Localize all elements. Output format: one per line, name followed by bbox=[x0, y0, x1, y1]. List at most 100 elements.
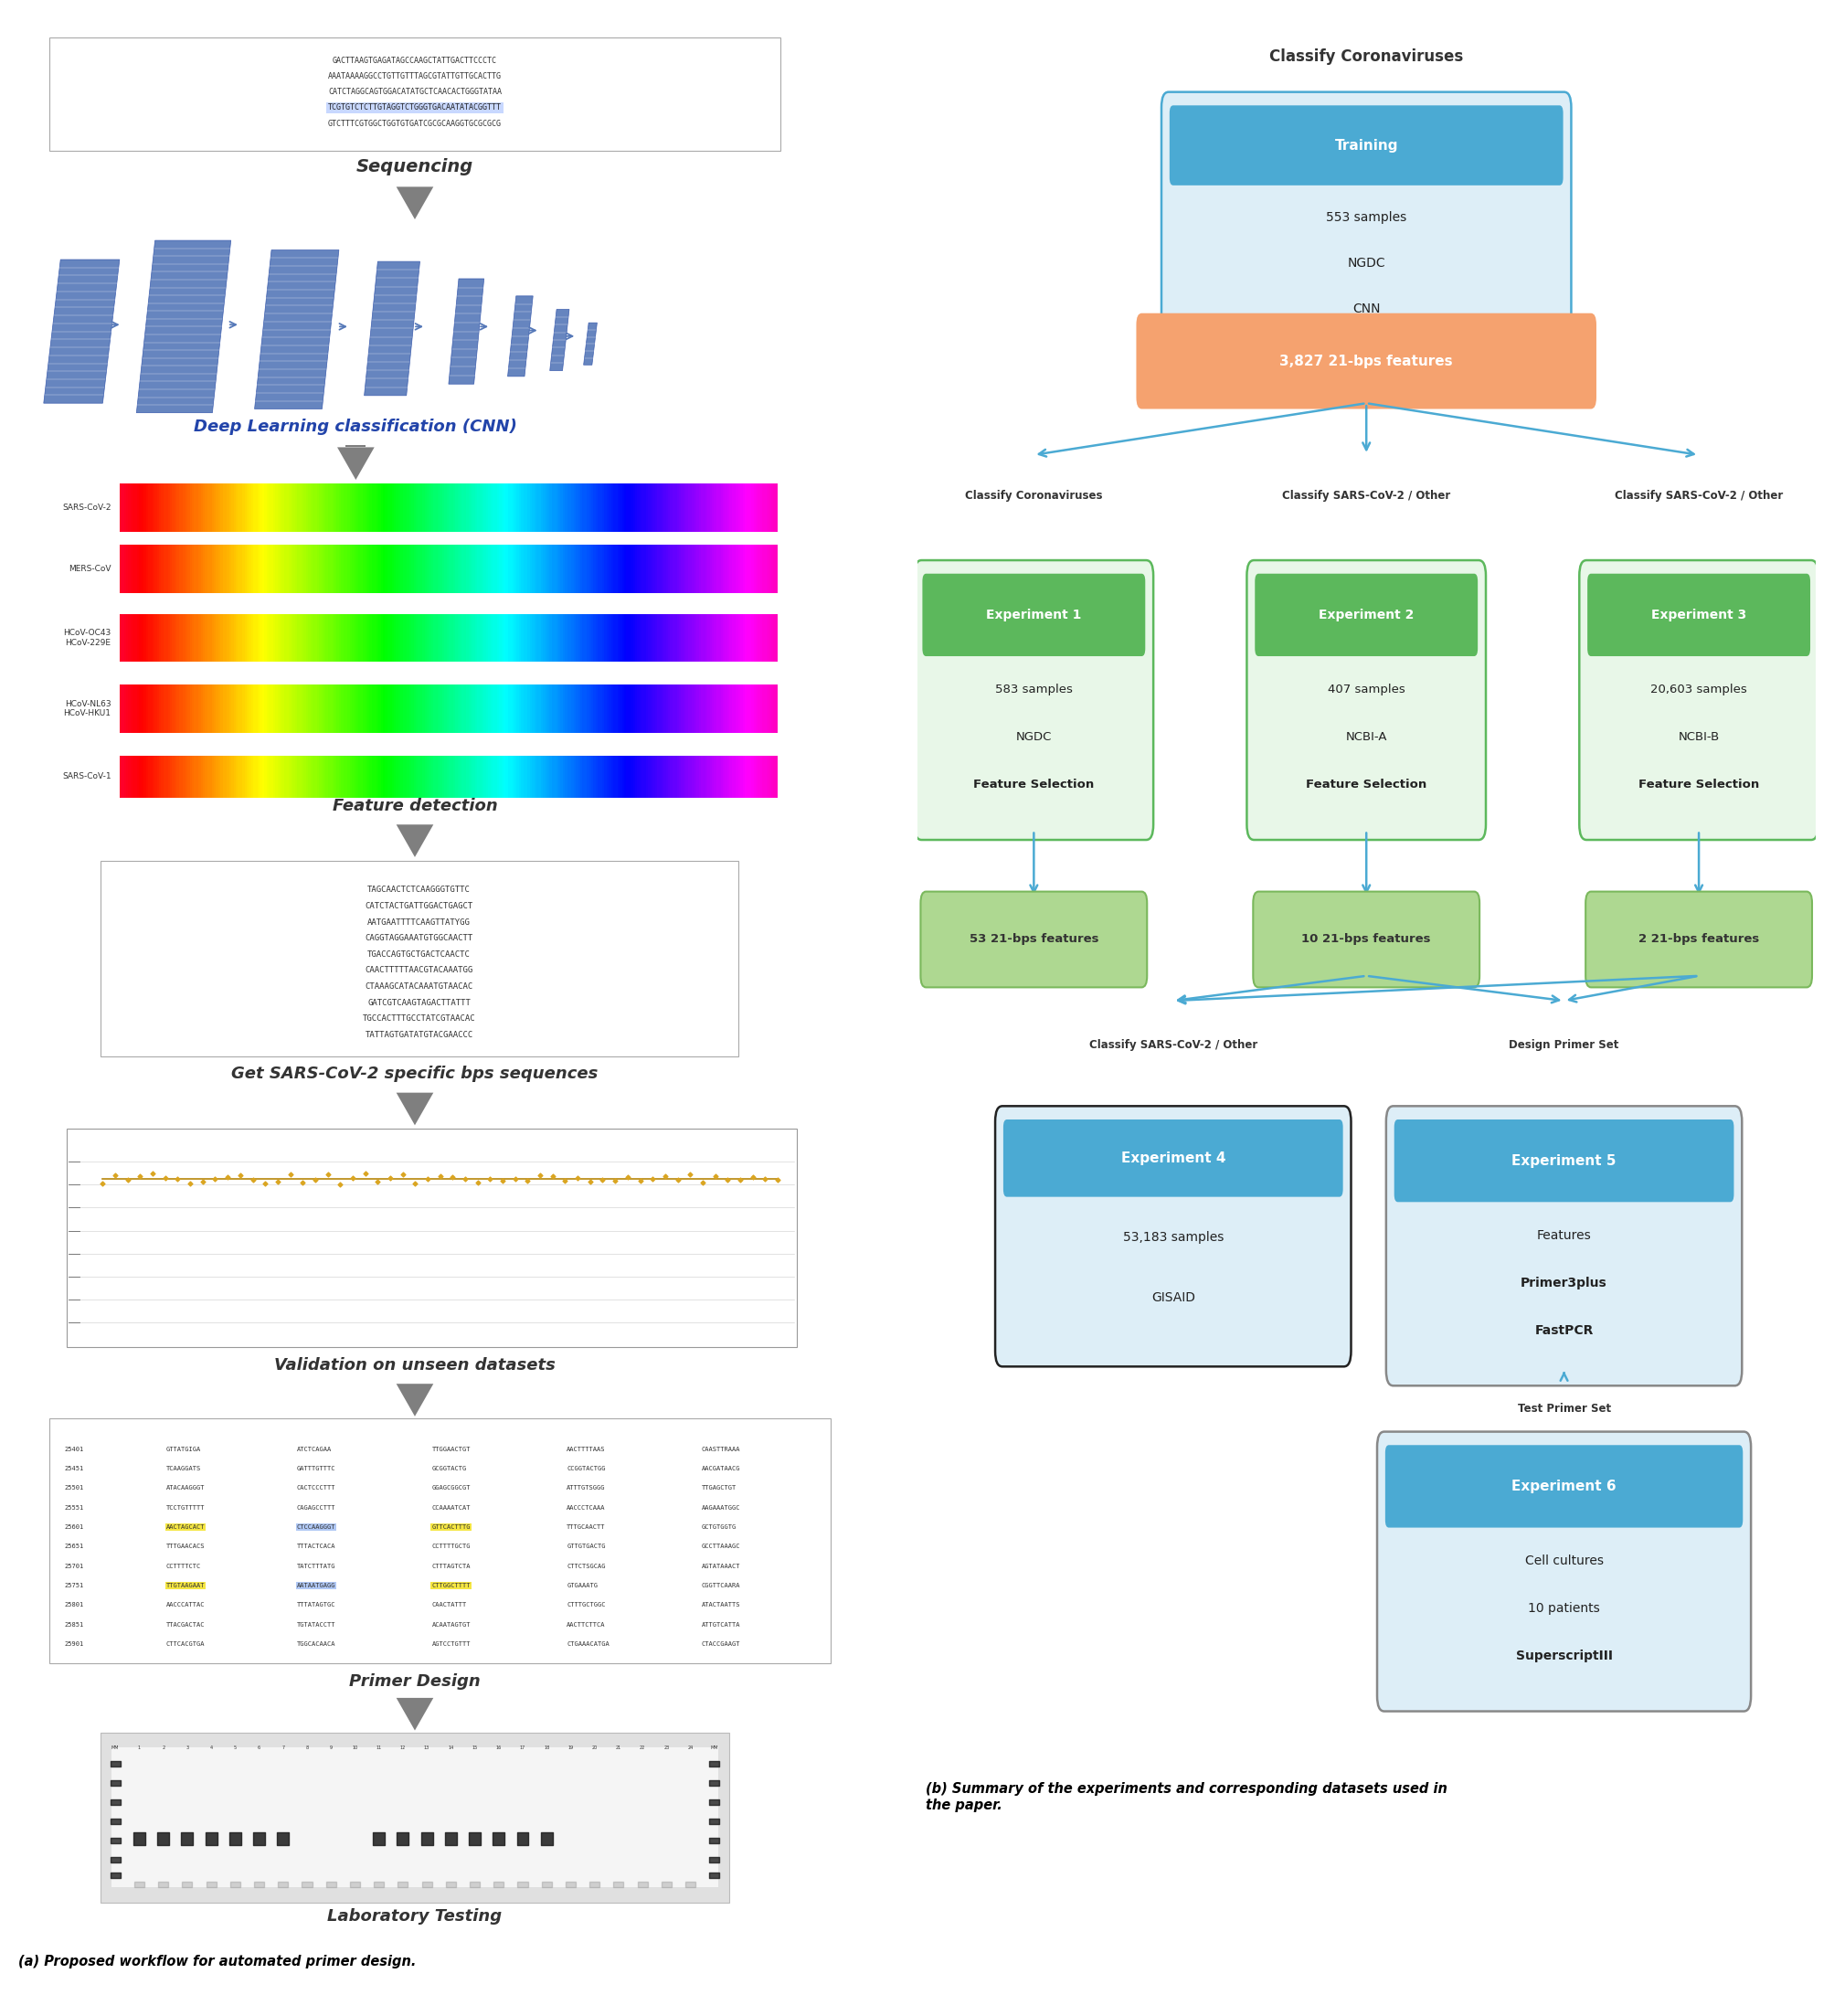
FancyBboxPatch shape bbox=[745, 484, 746, 532]
FancyBboxPatch shape bbox=[523, 685, 525, 732]
FancyBboxPatch shape bbox=[402, 484, 405, 532]
FancyBboxPatch shape bbox=[508, 685, 510, 732]
FancyBboxPatch shape bbox=[475, 685, 477, 732]
FancyBboxPatch shape bbox=[503, 685, 506, 732]
FancyBboxPatch shape bbox=[602, 685, 605, 732]
FancyBboxPatch shape bbox=[735, 544, 737, 593]
FancyBboxPatch shape bbox=[270, 685, 271, 732]
FancyBboxPatch shape bbox=[205, 756, 207, 798]
Text: CCAAAATCAT: CCAAAATCAT bbox=[431, 1504, 471, 1510]
FancyBboxPatch shape bbox=[519, 685, 521, 732]
FancyBboxPatch shape bbox=[330, 484, 332, 532]
FancyBboxPatch shape bbox=[460, 484, 462, 532]
FancyBboxPatch shape bbox=[204, 484, 205, 532]
FancyBboxPatch shape bbox=[297, 484, 299, 532]
FancyBboxPatch shape bbox=[174, 544, 176, 593]
Text: GTTCACTTTG: GTTCACTTTG bbox=[431, 1524, 471, 1530]
FancyBboxPatch shape bbox=[558, 685, 561, 732]
FancyBboxPatch shape bbox=[171, 756, 172, 798]
FancyBboxPatch shape bbox=[282, 613, 284, 661]
FancyBboxPatch shape bbox=[552, 613, 554, 661]
FancyBboxPatch shape bbox=[326, 613, 328, 661]
FancyBboxPatch shape bbox=[310, 685, 312, 732]
FancyBboxPatch shape bbox=[635, 685, 636, 732]
FancyBboxPatch shape bbox=[552, 685, 554, 732]
FancyBboxPatch shape bbox=[136, 484, 138, 532]
Text: 19: 19 bbox=[569, 1746, 574, 1750]
FancyBboxPatch shape bbox=[642, 685, 644, 732]
FancyBboxPatch shape bbox=[429, 685, 431, 732]
FancyBboxPatch shape bbox=[477, 613, 479, 661]
FancyBboxPatch shape bbox=[631, 756, 633, 798]
Text: 1: 1 bbox=[138, 1746, 141, 1750]
FancyBboxPatch shape bbox=[433, 685, 435, 732]
Polygon shape bbox=[396, 1697, 433, 1730]
Text: GGAGCGGCGT: GGAGCGGCGT bbox=[431, 1486, 471, 1490]
FancyBboxPatch shape bbox=[411, 685, 413, 732]
FancyBboxPatch shape bbox=[539, 756, 541, 798]
FancyBboxPatch shape bbox=[381, 484, 383, 532]
FancyBboxPatch shape bbox=[501, 756, 504, 798]
FancyBboxPatch shape bbox=[477, 756, 479, 798]
FancyBboxPatch shape bbox=[653, 544, 655, 593]
FancyBboxPatch shape bbox=[429, 613, 431, 661]
FancyBboxPatch shape bbox=[264, 613, 266, 661]
FancyBboxPatch shape bbox=[710, 544, 712, 593]
FancyBboxPatch shape bbox=[209, 484, 211, 532]
FancyBboxPatch shape bbox=[376, 613, 378, 661]
FancyBboxPatch shape bbox=[719, 756, 721, 798]
FancyBboxPatch shape bbox=[198, 544, 200, 593]
FancyBboxPatch shape bbox=[702, 685, 706, 732]
FancyBboxPatch shape bbox=[613, 613, 614, 661]
FancyBboxPatch shape bbox=[402, 544, 405, 593]
FancyBboxPatch shape bbox=[574, 685, 576, 732]
FancyBboxPatch shape bbox=[677, 613, 679, 661]
Text: SARS-CoV-1: SARS-CoV-1 bbox=[62, 772, 112, 780]
FancyBboxPatch shape bbox=[677, 544, 679, 593]
FancyBboxPatch shape bbox=[471, 756, 473, 798]
FancyBboxPatch shape bbox=[495, 685, 497, 732]
FancyBboxPatch shape bbox=[125, 544, 127, 593]
FancyBboxPatch shape bbox=[149, 685, 150, 732]
FancyBboxPatch shape bbox=[684, 613, 686, 661]
FancyBboxPatch shape bbox=[644, 685, 646, 732]
FancyBboxPatch shape bbox=[701, 613, 702, 661]
FancyBboxPatch shape bbox=[356, 613, 359, 661]
FancyBboxPatch shape bbox=[248, 544, 249, 593]
FancyBboxPatch shape bbox=[629, 544, 631, 593]
FancyBboxPatch shape bbox=[1254, 575, 1478, 655]
FancyBboxPatch shape bbox=[691, 685, 695, 732]
FancyBboxPatch shape bbox=[745, 613, 746, 661]
FancyBboxPatch shape bbox=[561, 756, 563, 798]
FancyBboxPatch shape bbox=[462, 484, 464, 532]
FancyBboxPatch shape bbox=[231, 484, 233, 532]
FancyBboxPatch shape bbox=[194, 544, 196, 593]
FancyBboxPatch shape bbox=[607, 685, 609, 732]
FancyBboxPatch shape bbox=[684, 544, 686, 593]
FancyBboxPatch shape bbox=[405, 544, 407, 593]
FancyBboxPatch shape bbox=[138, 613, 139, 661]
FancyBboxPatch shape bbox=[528, 484, 530, 532]
FancyBboxPatch shape bbox=[196, 544, 198, 593]
FancyBboxPatch shape bbox=[198, 613, 200, 661]
FancyBboxPatch shape bbox=[545, 544, 547, 593]
FancyBboxPatch shape bbox=[614, 484, 618, 532]
FancyBboxPatch shape bbox=[264, 756, 266, 798]
Text: 18: 18 bbox=[543, 1746, 550, 1750]
Point bbox=[189, 1165, 218, 1198]
FancyBboxPatch shape bbox=[396, 756, 398, 798]
Text: TATTAGTGATATGTACGAACCC: TATTAGTGATATGTACGAACCC bbox=[365, 1030, 473, 1038]
Point bbox=[638, 1163, 668, 1195]
FancyBboxPatch shape bbox=[508, 484, 510, 532]
FancyBboxPatch shape bbox=[554, 613, 556, 661]
Text: CNN: CNN bbox=[1352, 302, 1381, 314]
FancyBboxPatch shape bbox=[583, 685, 585, 732]
FancyBboxPatch shape bbox=[328, 613, 330, 661]
FancyBboxPatch shape bbox=[323, 484, 326, 532]
FancyBboxPatch shape bbox=[490, 484, 493, 532]
FancyBboxPatch shape bbox=[686, 484, 688, 532]
FancyBboxPatch shape bbox=[238, 484, 240, 532]
FancyBboxPatch shape bbox=[227, 613, 229, 661]
FancyBboxPatch shape bbox=[596, 685, 598, 732]
FancyBboxPatch shape bbox=[370, 484, 372, 532]
